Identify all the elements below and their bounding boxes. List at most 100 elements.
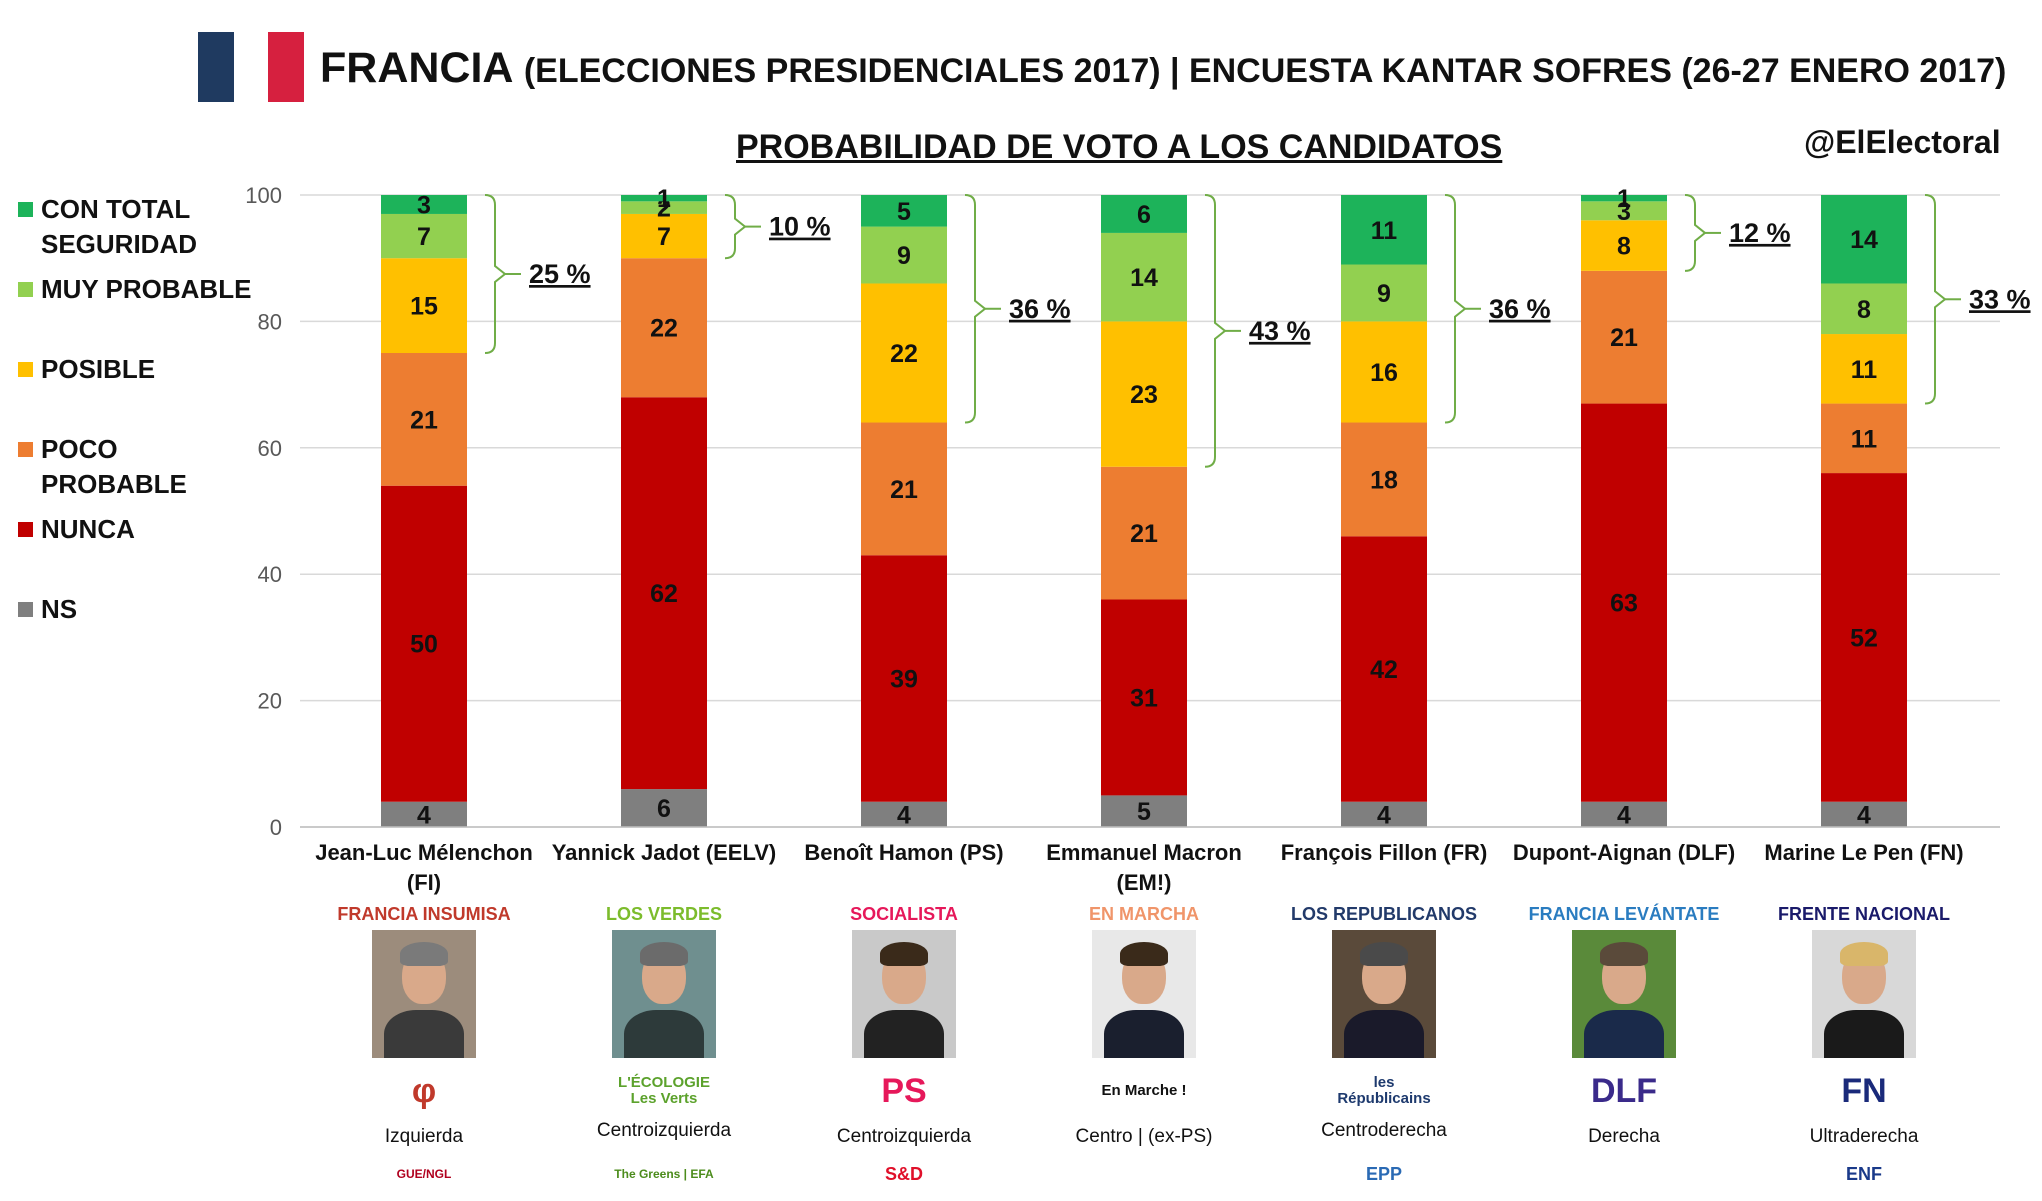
- ideology-label: Centroizquierda: [836, 1126, 972, 1147]
- bracket: [484, 194, 507, 354]
- annotation-label: 36 %: [1489, 294, 1551, 324]
- data-label: 2: [657, 195, 671, 223]
- legend-item-poco-probable: POCO PROBABLE: [18, 432, 201, 502]
- party-name: EN MARCHA: [1089, 904, 1199, 924]
- bar-segment: [861, 283, 947, 423]
- legend-label: NUNCA: [41, 514, 135, 544]
- eu-group-logo-icon: S&D: [884, 1163, 923, 1184]
- y-tick-label: 0: [270, 815, 282, 840]
- bar-segment: [621, 789, 707, 827]
- legend-item-con-total-seguridad: CON TOTAL SEGURIDAD: [18, 192, 231, 262]
- bracket: [964, 194, 987, 424]
- bar-segment: [861, 555, 947, 802]
- bar-segment: [381, 195, 467, 214]
- bar-segment: [1821, 334, 1907, 404]
- bar-segment: [621, 258, 707, 398]
- data-label: 11: [1851, 356, 1878, 384]
- bar-segment: [1101, 795, 1187, 827]
- legend-item-ns: NS: [18, 592, 271, 627]
- photo-body: [1584, 1010, 1664, 1058]
- candidate-name: Jean-Luc Mélenchon (FI): [315, 840, 533, 895]
- data-label: 9: [1377, 280, 1391, 308]
- bar-segment: [1101, 321, 1187, 467]
- ideology-label: Izquierda: [384, 1126, 464, 1147]
- title-sub: (ELECCIONES PRESIDENCIALES 2017) | ENCUE…: [523, 52, 2007, 90]
- bar-segment: [381, 485, 467, 802]
- bracket: [1924, 194, 1947, 405]
- bracket: [724, 194, 747, 260]
- data-label: 8: [1857, 296, 1871, 324]
- photo-body: [384, 1010, 464, 1058]
- bar-segment: [381, 258, 467, 353]
- data-label: 23: [1130, 381, 1158, 409]
- data-label: 3: [1617, 198, 1631, 226]
- data-label: 7: [417, 223, 431, 251]
- candidate-name: Benoît Hamon (PS): [804, 840, 1004, 865]
- legend-label: CON TOTAL SEGURIDAD: [41, 194, 198, 259]
- annotation-label: 12 %: [1729, 218, 1791, 248]
- bar-segment: [1341, 264, 1427, 322]
- data-label: 4: [897, 801, 911, 829]
- bar-segment: [861, 226, 947, 284]
- bar-segment: [1581, 801, 1667, 827]
- legend-swatch: [18, 522, 33, 537]
- data-label: 62: [650, 580, 678, 608]
- data-label: 11: [1851, 425, 1878, 453]
- ideology-label: Ultraderecha: [1809, 1126, 1919, 1147]
- bar-segment: [1341, 536, 1427, 802]
- candidate-photo: [852, 930, 956, 1058]
- party-name: LOS REPUBLICANOS: [1290, 904, 1477, 924]
- y-tick-label: 80: [258, 309, 282, 334]
- annotation-label: 25 %: [529, 259, 591, 289]
- y-tick-label: 20: [258, 689, 282, 714]
- bar-segment: [381, 801, 467, 827]
- y-tick-label: 60: [258, 436, 282, 461]
- bar-segment: [861, 422, 947, 556]
- bar-segment: [1101, 195, 1187, 233]
- france-flag-icon: [198, 32, 334, 102]
- data-label: 1: [1617, 185, 1631, 213]
- data-label: 6: [657, 795, 671, 823]
- data-label: 42: [1370, 656, 1398, 684]
- party-logo-icon: φ: [411, 1072, 437, 1110]
- data-label: 50: [410, 631, 438, 659]
- data-label: 16: [1370, 359, 1398, 387]
- bar-segment: [1821, 473, 1907, 802]
- photo-body: [1824, 1010, 1904, 1058]
- party-logo-icon: DLF: [1590, 1072, 1658, 1110]
- bar-segment: [621, 201, 707, 214]
- eu-group-logo-icon: GUE/NGL: [396, 1167, 452, 1181]
- legend-swatch: [18, 362, 33, 377]
- data-label: 11: [1371, 217, 1398, 245]
- photo-hair: [400, 942, 448, 966]
- data-label: 31: [1130, 684, 1158, 712]
- ideology-label: Derecha: [1588, 1126, 1660, 1147]
- candidate-name: Marine Le Pen (FN): [1764, 840, 1964, 865]
- data-label: 21: [1130, 520, 1158, 548]
- bar-segment: [1341, 422, 1427, 537]
- party-logo-icon: PS: [881, 1072, 927, 1110]
- ideology-label: Centro | (ex-PS): [1075, 1126, 1213, 1147]
- data-label: 3: [417, 191, 431, 219]
- legend-swatch: [18, 442, 33, 457]
- party-name: FRANCIA INSUMISA: [337, 904, 511, 924]
- data-label: 18: [1370, 466, 1398, 494]
- bar-segment: [1581, 195, 1667, 202]
- party-name: FRANCIA LEVÁNTATE: [1528, 904, 1720, 924]
- data-label: 52: [1850, 624, 1878, 652]
- data-label: 9: [897, 242, 911, 270]
- flag-red-stripe: [268, 32, 304, 102]
- data-label: 21: [1610, 324, 1638, 352]
- y-tick-label: 40: [258, 562, 282, 587]
- bar-segment: [1101, 466, 1187, 600]
- photo-hair: [640, 942, 688, 966]
- party-logo-icon: En Marche !: [1101, 1082, 1187, 1099]
- legend-label: NS: [41, 594, 78, 624]
- data-label: 5: [897, 198, 911, 226]
- party-name: LOS VERDES: [605, 904, 723, 924]
- annotation-label: 33 %: [1969, 284, 2031, 314]
- bar-segment: [621, 213, 707, 259]
- party-logo-icon: FN: [1841, 1072, 1887, 1110]
- bar-segment: [1821, 403, 1907, 474]
